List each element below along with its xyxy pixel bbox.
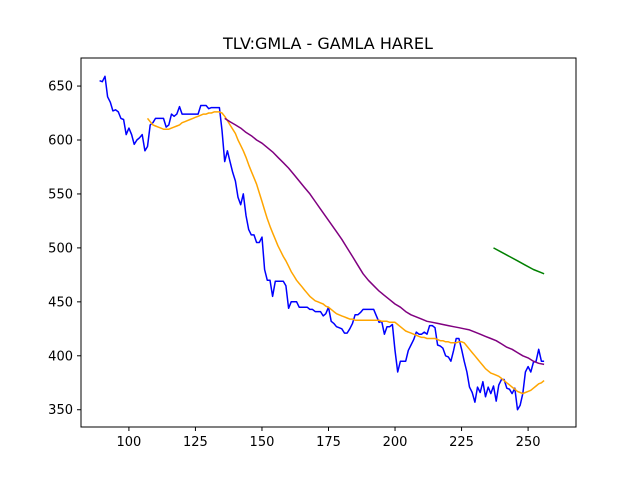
series-layer <box>99 75 545 411</box>
x-tick-label: 125 <box>183 435 208 450</box>
plot-area-frame <box>80 57 577 428</box>
y-tick-label: 450 <box>48 295 73 310</box>
y-tick-label: 550 <box>48 187 73 202</box>
y-tick-label: 500 <box>48 241 73 256</box>
y-tick-label: 400 <box>48 349 73 364</box>
series-line-3 <box>224 117 545 366</box>
x-tick-label: 250 <box>516 435 541 450</box>
x-tick-label: 225 <box>449 435 474 450</box>
series-line-1 <box>99 75 545 411</box>
y-tick-label: 350 <box>48 403 73 418</box>
axes-layer: 100 125 150 175 200 225 250 350 400 450 500 550 600 6… <box>48 80 540 450</box>
x-tick-label: 100 <box>116 435 141 450</box>
chart-title: TLV:GMLA - GAMLA HAREL <box>222 34 433 53</box>
x-tick-label: 175 <box>316 435 341 450</box>
x-tick-label: 200 <box>383 435 408 450</box>
series-line-2 <box>146 111 545 395</box>
y-tick-label: 600 <box>48 134 73 149</box>
y-tick-label: 650 <box>48 80 73 95</box>
x-tick-label: 150 <box>250 435 275 450</box>
series-line-4 <box>493 247 545 275</box>
